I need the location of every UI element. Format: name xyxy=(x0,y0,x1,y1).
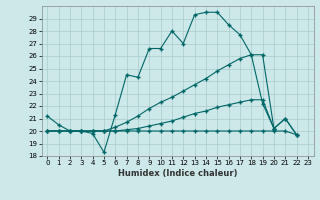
X-axis label: Humidex (Indice chaleur): Humidex (Indice chaleur) xyxy=(118,169,237,178)
